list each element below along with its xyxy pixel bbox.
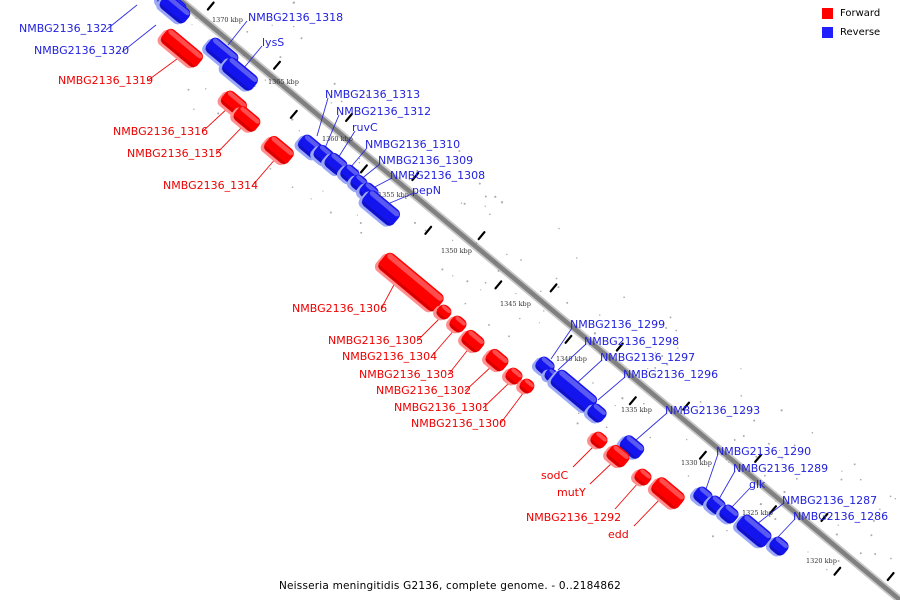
gene-label-nmbg2136_1321[interactable]: NMBG2136_1321 (19, 22, 115, 35)
gene-feature[interactable] (645, 474, 687, 514)
gene-label-nmbg2136_1314[interactable]: NMBG2136_1314 (163, 179, 259, 192)
gene-label-nmbg2136_1297[interactable]: NMBG2136_1297 (600, 351, 696, 364)
gene-label-nmbg2136_1289[interactable]: NMBG2136_1289 (733, 462, 829, 475)
gene-feature[interactable] (356, 187, 402, 231)
gene-feature[interactable] (155, 25, 205, 72)
ruler-tick-label: 1330 kbp (681, 459, 712, 467)
gene-label-nmbg2136_1301[interactable]: NMBG2136_1301 (394, 401, 490, 414)
gene-feature[interactable] (714, 501, 742, 528)
gene-label-nmbg2136_1308[interactable]: NMBG2136_1308 (390, 169, 486, 182)
legend-label-forward: Forward (840, 8, 881, 19)
gene-label-nmbg2136_1300[interactable]: NMBG2136_1300 (411, 417, 507, 430)
gene-label-nmbg2136_1305[interactable]: NMBG2136_1305 (328, 334, 424, 347)
gene-feature[interactable] (431, 301, 454, 324)
strand-legend: Forward Reverse (822, 6, 894, 44)
ruler-tick-label: 1360 kbp (322, 135, 353, 143)
ruler-tick-label: 1355 kbp (378, 191, 409, 199)
gene-label-pepn[interactable]: pepN (412, 184, 441, 197)
legend-item-forward: Forward (822, 6, 894, 21)
gene-feature-boxes[interactable] (152, 0, 791, 560)
gene-feature[interactable] (480, 345, 511, 376)
gene-label-leader-lines (105, 4, 796, 539)
ruler-tick-label: 1350 kbp (441, 247, 472, 255)
genome-backbone (173, 0, 900, 600)
gene-feature[interactable] (216, 54, 260, 96)
ruler-tick-label: 1365 kbp (268, 78, 299, 86)
gene-label-sodc[interactable]: sodC (541, 469, 569, 482)
gene-feature[interactable] (372, 249, 446, 316)
gene-label-nmbg2136_1315[interactable]: NMBG2136_1315 (127, 147, 223, 160)
gene-label-nmbg2136_1313[interactable]: NMBG2136_1313 (325, 88, 421, 101)
gene-label-nmbg2136_1320[interactable]: NMBG2136_1320 (34, 44, 130, 57)
gene-label-nmbg2136_1298[interactable]: NMBG2136_1298 (584, 335, 680, 348)
gene-label-muty[interactable]: mutY (557, 486, 586, 499)
genome-ruler-ticks (155, 0, 895, 582)
genome-scatter-dots (118, 1, 897, 571)
ruler-tick-label: 1370 kbp (212, 16, 243, 24)
gene-label-nmbg2136_1293[interactable]: NMBG2136_1293 (665, 404, 761, 417)
gene-label-nmbg2136_1292[interactable]: NMBG2136_1292 (526, 511, 622, 524)
gene-label-nmbg2136_1316[interactable]: NMBG2136_1316 (113, 125, 209, 138)
gene-label-glk[interactable]: glk (749, 478, 766, 491)
gene-feature[interactable] (154, 0, 193, 28)
gene-label-nmbg2136_1299[interactable]: NMBG2136_1299 (570, 318, 666, 331)
gene-feature[interactable] (456, 326, 487, 357)
gene-feature[interactable] (585, 428, 610, 453)
gene-feature[interactable] (601, 441, 632, 472)
gene-feature[interactable] (444, 312, 469, 337)
gene-label-edd[interactable]: edd (608, 528, 629, 541)
gene-label-nmbg2136_1287[interactable]: NMBG2136_1287 (782, 494, 878, 507)
gene-label-nmbg2136_1303[interactable]: NMBG2136_1303 (359, 368, 455, 381)
gene-label-lyss[interactable]: lysS (262, 36, 285, 49)
genome-caption: Neisseria meningitidis G2136, complete g… (278, 580, 622, 592)
gene-label-ruvc[interactable]: ruvC (352, 121, 378, 134)
gene-label-nmbg2136_1319[interactable]: NMBG2136_1319 (58, 74, 154, 87)
ruler-tick-label: 1325 kbp (742, 509, 773, 517)
reverse-strand-swatch (822, 27, 833, 38)
gene-feature[interactable] (582, 400, 610, 427)
gene-label-nmbg2136_1312[interactable]: NMBG2136_1312 (336, 105, 432, 118)
gene-feature[interactable] (514, 375, 537, 398)
gene-feature[interactable] (500, 364, 525, 389)
gene-feature[interactable] (764, 533, 792, 560)
gene-label-nmbg2136_1309[interactable]: NMBG2136_1309 (378, 154, 474, 167)
forward-strand-swatch (822, 8, 833, 19)
ruler-tick-label: 1345 kbp (500, 300, 531, 308)
gene-label-nmbg2136_1304[interactable]: NMBG2136_1304 (342, 350, 438, 363)
gene-feature[interactable] (545, 366, 600, 417)
gene-feature[interactable] (731, 511, 774, 552)
ruler-tick-label: 1320 kbp (806, 557, 837, 565)
gene-label-nmbg2136_1290[interactable]: NMBG2136_1290 (716, 445, 812, 458)
gene-feature[interactable] (688, 483, 716, 510)
ruler-tick-label: 1335 kbp (621, 406, 652, 414)
gene-feature[interactable] (701, 492, 729, 519)
gene-label-nmbg2136_1310[interactable]: NMBG2136_1310 (365, 138, 461, 151)
gene-feature[interactable] (228, 103, 263, 137)
gene-label-nmbg2136_1296[interactable]: NMBG2136_1296 (623, 368, 719, 381)
gene-label-nmbg2136_1302[interactable]: NMBG2136_1302 (376, 384, 472, 397)
gene-label-nmbg2136_1318[interactable]: NMBG2136_1318 (248, 11, 344, 24)
gene-label-nmbg2136_1286[interactable]: NMBG2136_1286 (793, 510, 889, 523)
gene-feature[interactable] (629, 465, 654, 490)
gene-feature[interactable] (258, 132, 296, 169)
ruler-tick-label: 1340 kbp (556, 355, 587, 363)
legend-label-reverse: Reverse (840, 27, 881, 38)
legend-item-reverse: Reverse (822, 25, 894, 40)
gene-label-nmbg2136_1306[interactable]: NMBG2136_1306 (292, 302, 388, 315)
